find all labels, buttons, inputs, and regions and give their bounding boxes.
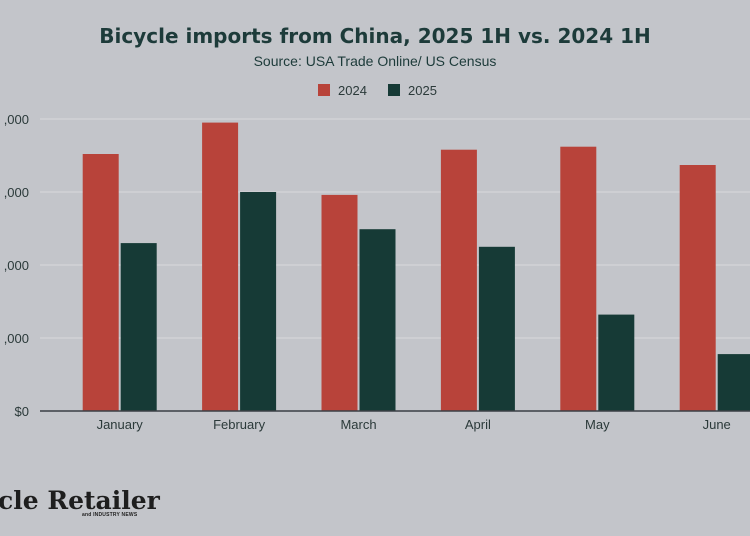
bar-2025-may — [598, 314, 635, 411]
x-axis-ticks: January February March April May June — [97, 417, 731, 432]
publisher-logo: cle Retailer and INDUSTRY NEWS — [0, 486, 161, 518]
bar-2025-january — [120, 243, 157, 411]
bar-2024-march — [321, 194, 358, 411]
bar-2025-june — [717, 354, 750, 411]
bar-2025-march — [359, 229, 396, 411]
logo-sub-text: and INDUSTRY NEWS — [82, 512, 138, 518]
x-tick-label-april: April — [465, 417, 491, 432]
y-tick-label: $0 — [15, 404, 29, 419]
x-tick-label-january: January — [97, 417, 144, 432]
x-tick-label-june: June — [703, 417, 731, 432]
bar-2024-may — [560, 146, 597, 411]
legend-label-2025: 2025 — [408, 83, 437, 98]
legend-swatch-2024 — [318, 84, 330, 96]
chart-subtitle: Source: USA Trade Online/ US Census — [254, 53, 497, 69]
legend-label-2024: 2024 — [338, 83, 367, 98]
bar-2024-february — [202, 122, 239, 411]
legend-swatch-2025 — [388, 84, 400, 96]
y-tick-label: ,000 — [4, 331, 29, 346]
x-tick-label-may: May — [585, 417, 610, 432]
bar-2025-april — [478, 246, 515, 412]
y-tick-label: ,000 — [4, 112, 29, 127]
y-axis-ticks: $0 ,000 ,000 ,000 ,000 — [4, 112, 29, 419]
bar-2025-february — [240, 192, 277, 411]
bar-2024-january — [82, 154, 119, 411]
bars — [82, 122, 750, 412]
x-tick-label-february: February — [213, 417, 266, 432]
y-tick-label: ,000 — [4, 185, 29, 200]
bar-2024-june — [679, 165, 716, 411]
bar-2024-april — [440, 149, 477, 411]
logo-main-text: cle Retailer — [0, 486, 161, 515]
legend: 2024 2025 — [318, 83, 437, 98]
y-tick-label: ,000 — [4, 258, 29, 273]
x-tick-label-march: March — [340, 417, 376, 432]
chart-title: Bicycle imports from China, 2025 1H vs. … — [99, 24, 650, 48]
